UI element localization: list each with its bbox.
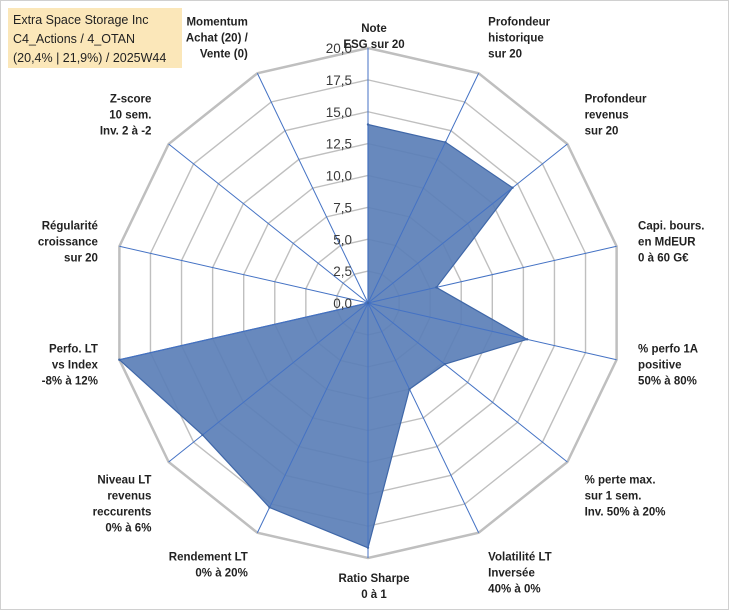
spoke-1	[367, 73, 480, 304]
axis-label-5: % perte max. sur 1 sem. Inv. 50% à 20%	[585, 475, 666, 519]
spoke-8	[256, 302, 369, 533]
data-point-6	[408, 387, 411, 391]
axis-label-6: Volatilité LT Inversée 40% à 0%	[488, 552, 551, 596]
tick-label-3: 7,5	[333, 200, 352, 215]
data-point-9	[201, 433, 204, 437]
info-company: Extra Space Storage Inc	[13, 13, 149, 27]
axis-label-8: Rendement LT 0% à 20%	[169, 552, 248, 580]
data-point-3	[435, 286, 438, 289]
data-point-13	[366, 301, 370, 305]
spoke-13	[256, 73, 369, 304]
spoke-6	[367, 302, 480, 533]
spoke-10	[119, 302, 369, 361]
tick-label-7: 17,5	[326, 73, 352, 88]
data-point-10	[118, 358, 121, 361]
spoke-3	[367, 245, 617, 304]
data-point-8	[268, 506, 271, 509]
info-box: Extra Space Storage Inc C4_Actions / 4_O…	[8, 8, 182, 68]
tick-label-0: 0,0	[333, 296, 352, 311]
axis-label-13: Momentum Achat (20) / Vente (0)	[186, 16, 249, 60]
spoke-4	[367, 302, 617, 361]
data-point-4	[525, 338, 529, 341]
axis-label-12: Z-score 10 sem. Inv. 2 à -2	[100, 93, 152, 137]
spoke-5	[367, 302, 568, 463]
axis-label-10: Perfo. LT vs Index -8% à 12%	[42, 344, 99, 388]
data-point-1	[444, 140, 447, 144]
data-point-0	[366, 123, 370, 126]
data-point-7	[366, 546, 370, 549]
spoke-12	[168, 143, 369, 304]
axis-label-0: Note ESG sur 20	[343, 23, 404, 51]
axis-label-1: Profondeur historique sur 20	[488, 16, 550, 60]
tick-label-1: 2,5	[333, 264, 352, 279]
axis-label-11: Régularité croissance sur 20	[38, 220, 98, 264]
axis-label-7: Ratio Sharpe 0 à 1	[339, 573, 410, 601]
tick-label-8: 20,0	[326, 41, 352, 56]
axis-label-2: Profondeur revenus sur 20	[585, 93, 647, 137]
axis-label-3: Capi. bours. en MdEUR 0 à 60 G€	[638, 220, 704, 264]
series-area-0	[118, 123, 529, 549]
tick-label-4: 10,0	[326, 169, 352, 184]
axis-label-4: % perfo 1A positive 50% à 80%	[638, 344, 698, 388]
tick-label-5: 12,5	[326, 137, 352, 152]
spoke-2	[367, 143, 568, 304]
tick-label-2: 5,0	[333, 232, 352, 247]
spoke-11	[119, 245, 369, 304]
tick-label-6: 15,0	[326, 105, 352, 120]
data-point-2	[511, 186, 514, 189]
info-period: (20,4% | 21,9%) / 2025W44	[13, 51, 167, 65]
axis-label-9: Niveau LT revenus reccurents 0% à 6%	[93, 475, 152, 535]
info-category: C4_Actions / 4_OTAN	[13, 32, 136, 46]
data-point-5	[443, 363, 446, 366]
